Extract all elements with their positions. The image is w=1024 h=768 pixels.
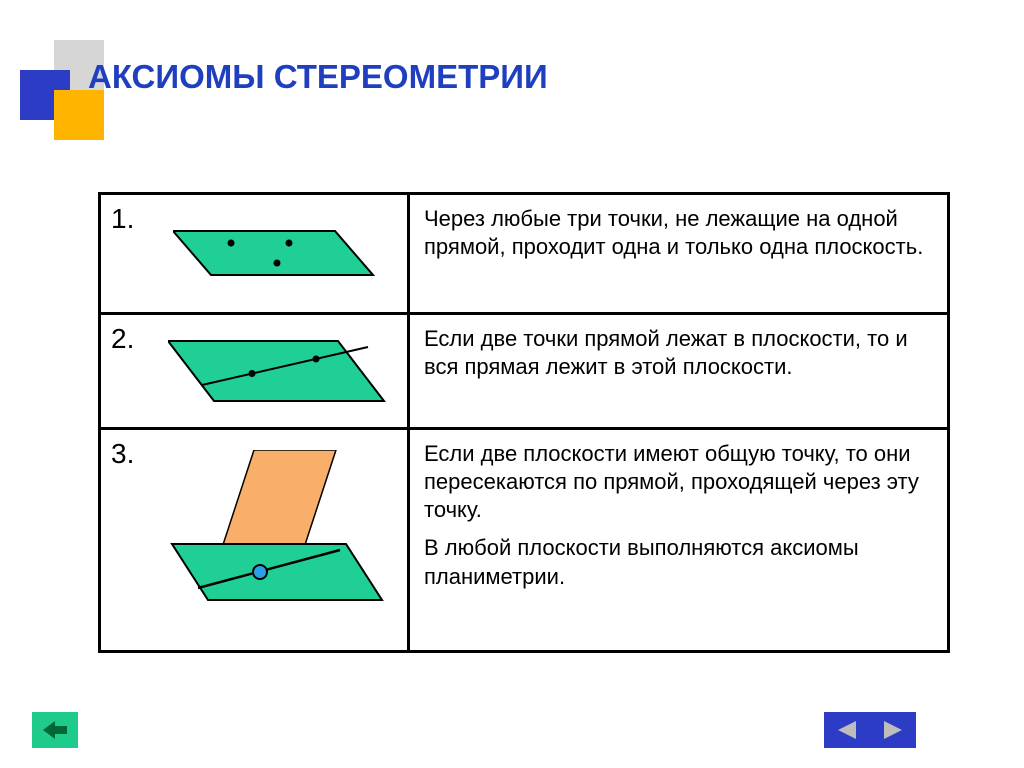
axiom-row-3: 3. Если две плоскости имеют общую точку,… — [101, 430, 947, 650]
axiom-3-number: 3. — [101, 430, 159, 650]
fig1-point-a — [228, 239, 235, 246]
axiom-3-text-cell: Если две плоскости имеют общую точку, то… — [407, 430, 947, 650]
axiom-1-number: 1. — [101, 195, 159, 312]
fig2-point-b — [313, 356, 320, 363]
axiom-2-number: 2. — [101, 315, 159, 427]
axiom-3-text-2: В любой плоскости выполняются аксиомы пл… — [424, 534, 933, 590]
fig1-point-c — [274, 259, 281, 266]
next-arrow-icon — [882, 720, 904, 740]
axiom-1-text: Через любые три точки, не лежащие на одн… — [424, 205, 933, 261]
axiom-2-figure — [159, 315, 407, 427]
axiom-3-figure — [159, 430, 407, 650]
axiom-2-text: Если две точки прямой лежат в плоскости,… — [424, 325, 933, 381]
nav-back-button[interactable] — [32, 712, 78, 748]
axioms-table: 1. Через любые три точки, не лежащие на … — [98, 192, 950, 653]
fig2-svg — [168, 323, 398, 419]
axiom-row-2: 2. Если две точки прямой лежат в плоскос… — [101, 315, 947, 430]
nav-prev-button[interactable] — [824, 712, 870, 748]
page-title: АКСИОМЫ СТЕРЕОМЕТРИИ — [88, 58, 548, 96]
axiom-1-figure — [159, 195, 407, 312]
axiom-3-text-1: Если две плоскости имеют общую точку, то… — [424, 440, 933, 524]
fig1-plane — [173, 231, 373, 275]
nav-prev-next — [824, 712, 916, 748]
axiom-1-text-cell: Через любые три точки, не лежащие на одн… — [407, 195, 947, 312]
fig1-point-b — [286, 239, 293, 246]
deco-sq-orange — [54, 90, 104, 140]
back-arrow-icon — [41, 719, 69, 741]
fig3-svg — [168, 450, 398, 630]
axiom-row-1: 1. Через любые три точки, не лежащие на … — [101, 195, 947, 315]
fig3-plane-horizontal — [172, 544, 382, 600]
fig2-point-a — [249, 370, 256, 377]
axiom-2-text-cell: Если две точки прямой лежат в плоскости,… — [407, 315, 947, 427]
prev-arrow-icon — [836, 720, 858, 740]
fig1-svg — [173, 213, 393, 295]
fig3-common-point — [253, 565, 267, 579]
nav-next-button[interactable] — [870, 712, 916, 748]
